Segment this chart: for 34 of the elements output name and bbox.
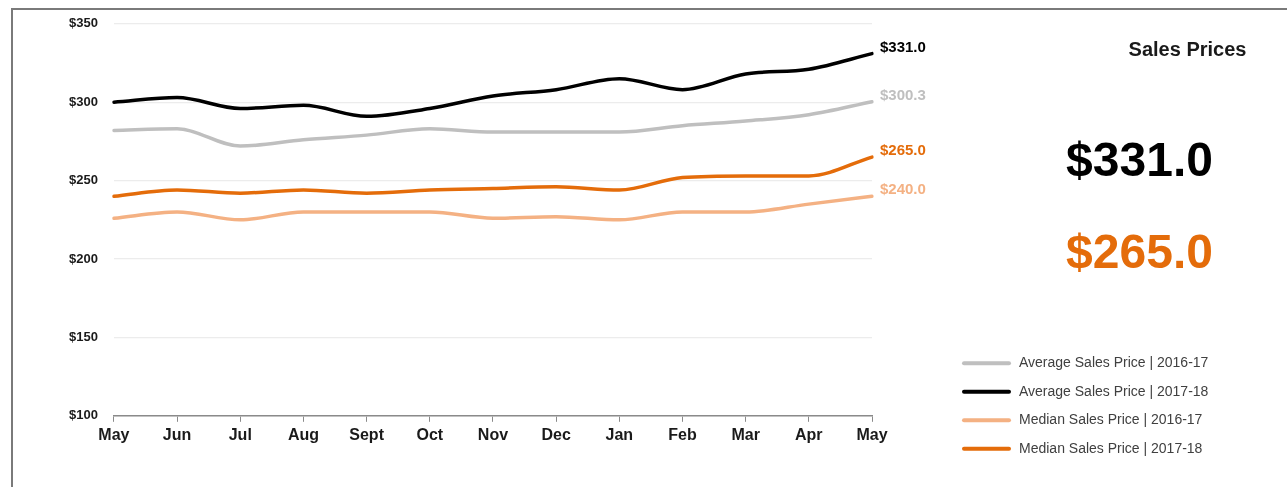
- text: $265.0: [1066, 225, 1213, 279]
- legend-label: Average Sales Price | 2016-17: [1019, 354, 1209, 371]
- x-tick-label: Sept: [349, 425, 385, 443]
- y-tick-label: $250: [69, 172, 98, 188]
- text: $331.0: [1066, 133, 1213, 187]
- x-tick-label: Mar: [731, 425, 760, 443]
- x-tick-label: Feb: [668, 425, 697, 443]
- line-series: [112, 194, 874, 222]
- legend-label: Median Sales Price | 2017-18: [1019, 439, 1203, 456]
- x-tick-label: May: [98, 425, 130, 443]
- data-label: $331.0: [880, 37, 926, 55]
- line-series: [112, 99, 874, 148]
- x-tick-label: May: [856, 425, 888, 443]
- legend-label: Median Sales Price | 2016-17: [1019, 411, 1203, 428]
- y-tick-label: $150: [69, 328, 98, 344]
- y-tick-label: $100: [69, 407, 98, 423]
- line-series: [112, 51, 874, 119]
- x-tick-label: Nov: [477, 425, 509, 443]
- x-tick-label: Jun: [162, 425, 192, 443]
- line-series: [112, 155, 874, 199]
- y-tick-label: $300: [69, 93, 98, 109]
- x-tick-label: Aug: [287, 425, 319, 443]
- data-label: $240.0: [880, 180, 926, 198]
- x-tick-label: Jul: [228, 425, 252, 443]
- x-tick-label: Jan: [605, 425, 634, 443]
- data-label: $300.3: [880, 85, 926, 103]
- x-tick-label: Apr: [795, 425, 823, 443]
- x-tick-label: Oct: [416, 425, 444, 443]
- x-tick-label: Dec: [541, 425, 571, 443]
- data-label: $265.0: [880, 141, 926, 159]
- y-tick-label: $200: [69, 250, 98, 266]
- text: Sales Prices: [1128, 37, 1247, 60]
- y-tick-label: $350: [69, 15, 98, 31]
- legend-label: Average Sales Price | 2017-18: [1019, 382, 1209, 399]
